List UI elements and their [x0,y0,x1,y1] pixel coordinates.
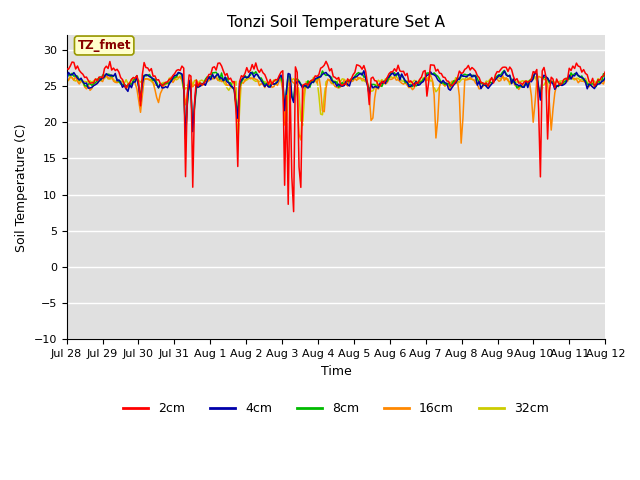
Title: Tonzi Soil Temperature Set A: Tonzi Soil Temperature Set A [227,15,445,30]
X-axis label: Time: Time [321,365,351,378]
Text: TZ_fmet: TZ_fmet [77,39,131,52]
Legend: 2cm, 4cm, 8cm, 16cm, 32cm: 2cm, 4cm, 8cm, 16cm, 32cm [118,397,554,420]
Y-axis label: Soil Temperature (C): Soil Temperature (C) [15,123,28,252]
